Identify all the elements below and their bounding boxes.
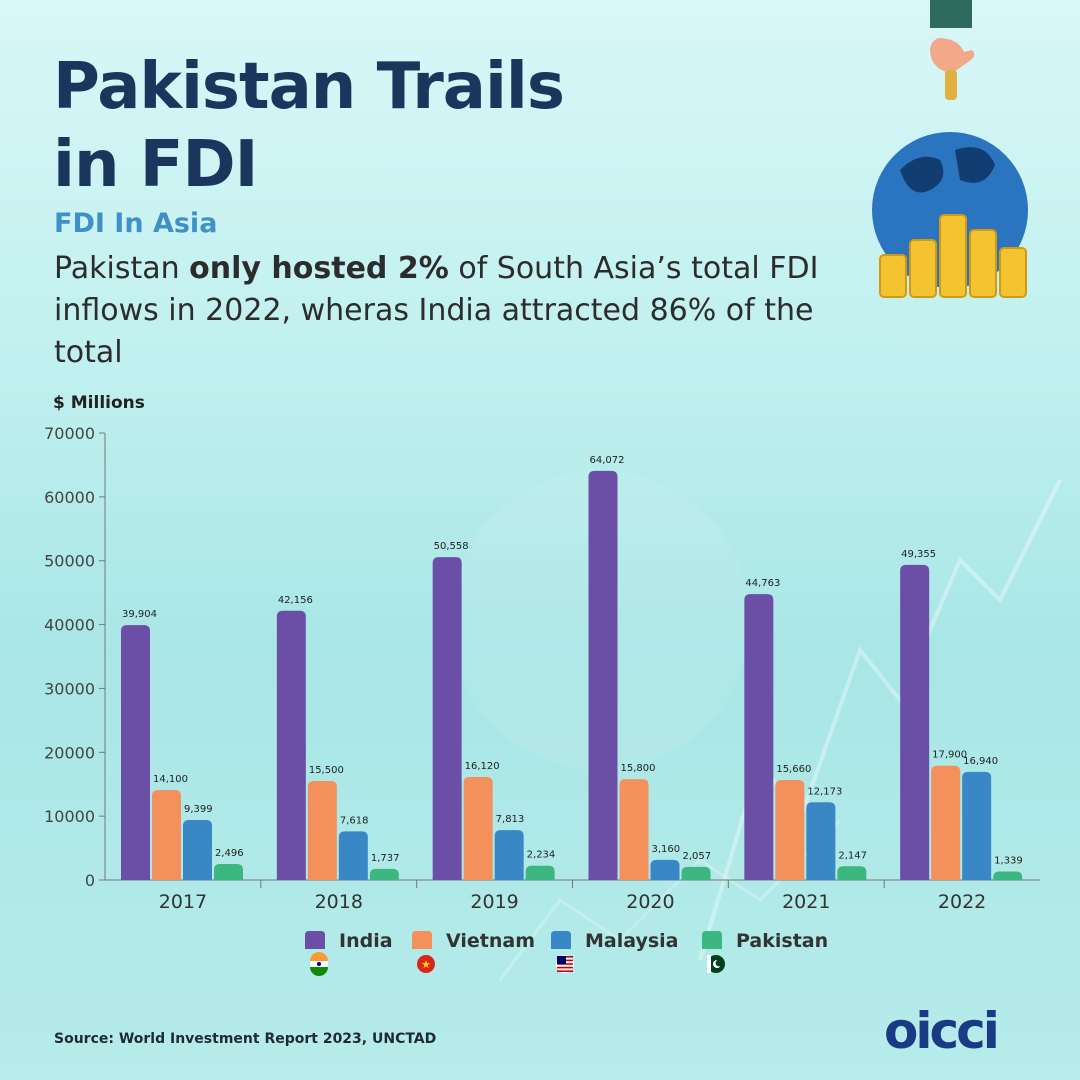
- bar-pakistan-2018: [369, 868, 399, 880]
- bar-malaysia-2019: [494, 830, 524, 880]
- bar-malaysia-2022: [962, 771, 992, 880]
- india-flag-green: [310, 967, 328, 976]
- legend-swatch-india: [305, 931, 325, 949]
- y-axis-unit-label: $ Millions: [53, 393, 145, 413]
- x-tick-label: 2019: [470, 891, 518, 913]
- bar-vietnam-2020: [619, 779, 649, 880]
- india-flag-saffron: [310, 952, 328, 961]
- data-label-vietnam-2020: 15,800: [621, 763, 656, 774]
- data-label-india-2020: 64,072: [590, 455, 625, 466]
- data-label-india-2017: 39,904: [122, 609, 157, 620]
- description: Pakistan only hosted 2% of South Asia’s …: [54, 248, 884, 374]
- y-tick-label: 70000: [44, 424, 95, 443]
- pakistan-flag-crescent-cut: [715, 959, 723, 967]
- legend-label-malaysia: Malaysia: [585, 930, 679, 952]
- data-label-pakistan-2020: 2,057: [683, 851, 712, 862]
- data-label-malaysia-2017: 9,399: [184, 804, 213, 815]
- subtitle: FDI In Asia: [54, 208, 218, 239]
- data-label-malaysia-2021: 12,173: [807, 786, 842, 797]
- y-tick-label: 60000: [44, 488, 95, 507]
- source-note: Source: World Investment Report 2023, UN…: [54, 1031, 437, 1047]
- legend-label-pakistan: Pakistan: [736, 930, 828, 952]
- data-label-india-2021: 44,763: [745, 578, 780, 589]
- page-title: Pakistan Trails in FDI: [53, 48, 565, 204]
- bar-pakistan-2017: [214, 864, 243, 880]
- data-label-vietnam-2021: 15,660: [776, 764, 811, 775]
- y-tick-label: 30000: [44, 679, 95, 698]
- malaysia-flag-canton: [557, 956, 566, 964]
- x-tick-label: 2018: [315, 891, 363, 913]
- data-label-india-2019: 50,558: [434, 541, 469, 552]
- data-label-pakistan-2019: 2,234: [527, 850, 556, 861]
- legend-swatch-pakistan: [702, 931, 722, 949]
- data-label-malaysia-2022: 16,940: [963, 756, 998, 767]
- bar-pakistan-2022: [993, 871, 1023, 880]
- y-tick-label: 0: [85, 871, 95, 890]
- data-label-pakistan-2022: 1,339: [994, 855, 1023, 866]
- bar-malaysia-2021: [806, 802, 836, 880]
- data-label-vietnam-2017: 14,100: [153, 774, 188, 785]
- data-label-vietnam-2018: 15,500: [309, 765, 344, 776]
- legend-swatch-malaysia: [551, 931, 571, 949]
- data-label-vietnam-2022: 17,900: [932, 750, 967, 761]
- bar-vietnam-2019: [463, 777, 493, 880]
- x-tick-label: 2021: [782, 891, 830, 913]
- y-tick-label: 50000: [44, 552, 95, 571]
- legend-label-vietnam: Vietnam: [446, 930, 535, 952]
- bar-vietnam-2018: [307, 781, 337, 880]
- description-start: Pakistan: [54, 251, 190, 286]
- title-line-2: in FDI: [53, 128, 258, 202]
- bar-india-2022: [900, 564, 930, 880]
- bar-vietnam-2021: [775, 779, 805, 880]
- x-tick-label: 2020: [626, 891, 674, 913]
- bar-vietnam-2017: [152, 789, 181, 880]
- legend-label-india: India: [339, 930, 393, 952]
- oicci-logo: oicci: [884, 1002, 1000, 1060]
- title-line-1: Pakistan Trails: [53, 50, 565, 124]
- data-label-malaysia-2020: 3,160: [652, 844, 681, 855]
- x-tick-label: 2017: [159, 891, 207, 913]
- bar-pakistan-2020: [681, 866, 711, 880]
- globe-coins-illustration: [872, 0, 1028, 298]
- bar-malaysia-2017: [183, 819, 212, 880]
- bar-pakistan-2019: [525, 865, 555, 880]
- data-label-india-2018: 42,156: [278, 595, 313, 606]
- y-tick-label: 10000: [44, 807, 95, 826]
- y-tick-label: 20000: [44, 743, 95, 762]
- data-label-vietnam-2019: 16,120: [465, 761, 500, 772]
- data-label-pakistan-2017: 2,496: [215, 848, 244, 859]
- bar-india-2019: [432, 557, 462, 880]
- bar-vietnam-2022: [931, 765, 961, 880]
- bar-india-2018: [276, 610, 306, 880]
- data-label-malaysia-2018: 7,618: [340, 815, 369, 826]
- bar-malaysia-2018: [338, 831, 368, 880]
- pakistan-flag-band: [707, 955, 711, 973]
- data-label-pakistan-2021: 2,147: [838, 850, 867, 861]
- description-end: of South Asia’s total FDI inflows in 202…: [54, 251, 819, 370]
- description-highlight: only hosted 2%: [189, 251, 449, 286]
- vietnam-flag-icon: [417, 955, 435, 973]
- data-label-india-2022: 49,355: [901, 549, 936, 560]
- india-flag-chakra: [317, 962, 321, 966]
- bar-pakistan-2021: [837, 866, 867, 880]
- data-label-pakistan-2018: 1,737: [371, 853, 400, 864]
- bar-india-2020: [588, 470, 618, 880]
- y-tick-label: 40000: [44, 616, 95, 635]
- x-tick-label: 2022: [938, 891, 986, 913]
- data-label-malaysia-2019: 7,813: [496, 814, 525, 825]
- vietnam-flag-star: ★: [421, 958, 431, 971]
- bar-malaysia-2020: [650, 859, 680, 880]
- bar-india-2017: [121, 625, 150, 880]
- legend-swatch-vietnam: [412, 931, 432, 949]
- bar-india-2021: [744, 594, 774, 880]
